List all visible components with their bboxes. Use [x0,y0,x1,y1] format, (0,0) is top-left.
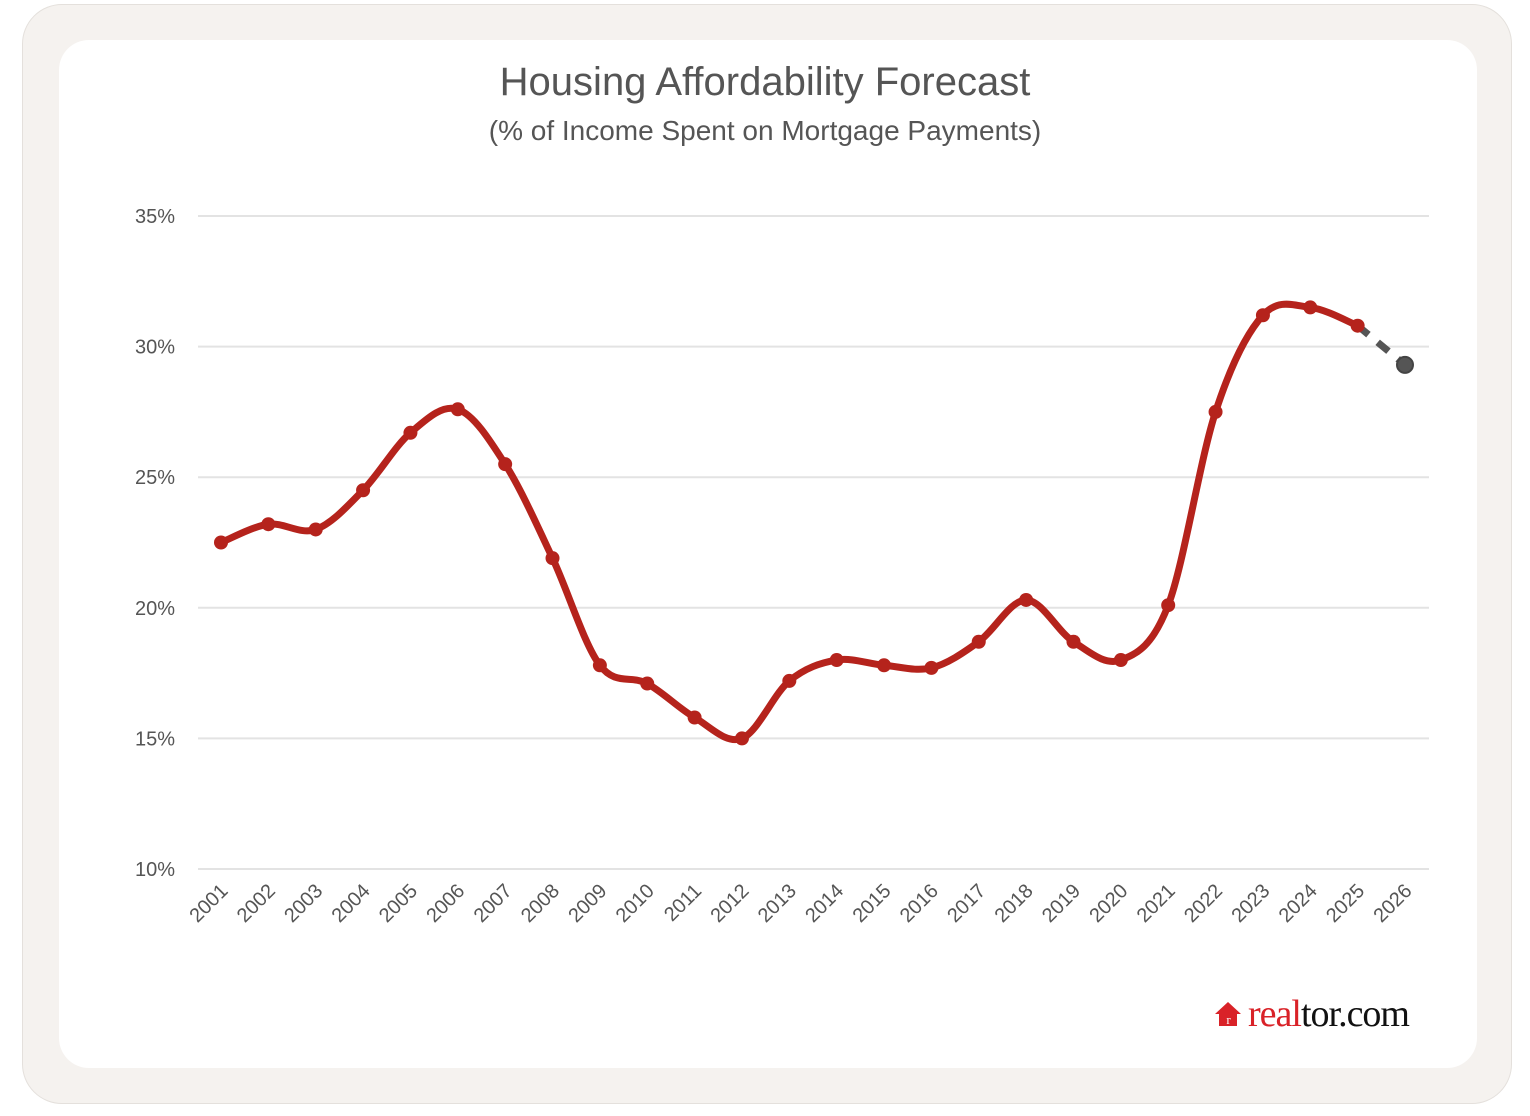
x-tick-label: 2003 [280,880,327,927]
y-tick-label: 10% [135,859,175,881]
data-point [1303,300,1318,315]
x-tick-label: 2018 [991,880,1038,927]
data-point [877,658,892,673]
forecast-series-line [1355,323,1408,368]
data-point [592,658,607,673]
data-point [1350,318,1365,333]
x-tick-label: 2022 [1180,880,1227,927]
x-tick-label: 2005 [375,880,422,927]
data-point [1255,308,1270,323]
data-point [782,673,797,688]
chart-title: Housing Affordability Forecast [499,60,1031,104]
data-point [1113,653,1128,668]
y-tick-label: 35% [135,206,175,228]
data-point [687,710,702,725]
x-tick-label: 2011 [660,880,706,926]
forecast-data-point [1396,355,1414,374]
data-point [356,483,371,498]
x-tick-label: 2001 [186,880,233,927]
x-tick-label: 2002 [233,880,280,927]
y-tick-label: 15% [135,728,175,750]
data-point [545,551,560,566]
y-tick-label: 20% [135,598,175,620]
actual-series-line [217,300,1362,744]
chart-subtitle: (% of Income Spent on Mortgage Payments) [488,115,1042,146]
data-point [214,535,228,550]
svg-text:r: r [1226,1012,1231,1027]
x-tick-label: 2020 [1085,880,1132,927]
data-point [829,653,844,668]
chart-card [59,40,1477,1068]
x-tick-label: 2004 [328,880,375,927]
x-tick-label: 2023 [1227,880,1274,927]
data-point [450,402,465,417]
data-point [1161,598,1176,613]
x-tick-label: 2008 [517,880,564,927]
x-tick-label: 2016 [896,880,943,927]
data-point [1208,404,1223,419]
x-tick-label: 2017 [943,880,990,927]
y-tick-label: 30% [135,337,175,359]
x-tick-label: 2026 [1370,880,1417,927]
x-tick-label: 2019 [1038,880,1085,927]
logo-text-black: tor.com [1300,993,1410,1035]
x-tick-label: 2010 [612,880,659,927]
x-tick-label: 2014 [801,880,848,927]
data-point [498,457,513,472]
logo-text-red: real [1248,993,1302,1035]
x-tick-label: 2013 [754,880,801,927]
house-icon: r [1215,1002,1241,1027]
x-tick-label: 2015 [849,880,896,927]
x-tick-label: 2024 [1275,880,1322,927]
x-tick-label: 2007 [470,880,517,927]
data-point [261,517,276,532]
x-tick-label: 2009 [564,880,611,927]
data-point [971,634,986,649]
x-tick-label: 2021 [1133,880,1180,927]
data-point [308,522,323,537]
data-point [1019,592,1034,607]
data-point [1066,634,1081,649]
x-tick-label: 2025 [1322,880,1369,927]
x-tick-label: 2012 [706,880,753,927]
realtor-logo: r real tor.com [1214,992,1410,1036]
data-point [734,731,749,746]
data-point [640,676,655,691]
y-tick-label: 25% [135,467,175,489]
data-point [403,425,418,440]
data-point [924,660,939,675]
x-tick-label: 2006 [422,880,469,927]
